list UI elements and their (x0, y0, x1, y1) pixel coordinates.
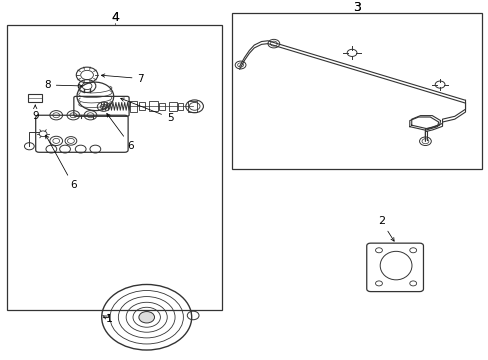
Text: 3: 3 (352, 1, 360, 14)
Text: 4: 4 (111, 12, 119, 24)
Bar (159, 103, 164, 110)
Text: 9: 9 (32, 105, 39, 121)
Text: 7: 7 (101, 73, 144, 84)
Bar (129, 101, 137, 112)
Bar (188, 101, 197, 112)
Bar (139, 102, 145, 110)
Circle shape (139, 311, 154, 323)
Text: 2: 2 (377, 216, 393, 241)
Bar (178, 103, 183, 109)
Text: 3: 3 (352, 1, 360, 14)
Text: 5: 5 (121, 98, 173, 123)
Text: 6: 6 (46, 135, 77, 190)
Bar (168, 102, 176, 111)
Bar (149, 102, 158, 111)
Text: 1: 1 (102, 314, 112, 324)
Bar (7, 25, 222, 310)
Text: 8: 8 (44, 80, 82, 90)
Text: 6: 6 (106, 113, 134, 151)
Bar (28, 94, 42, 102)
Bar (232, 13, 481, 170)
Text: 4: 4 (111, 12, 119, 24)
